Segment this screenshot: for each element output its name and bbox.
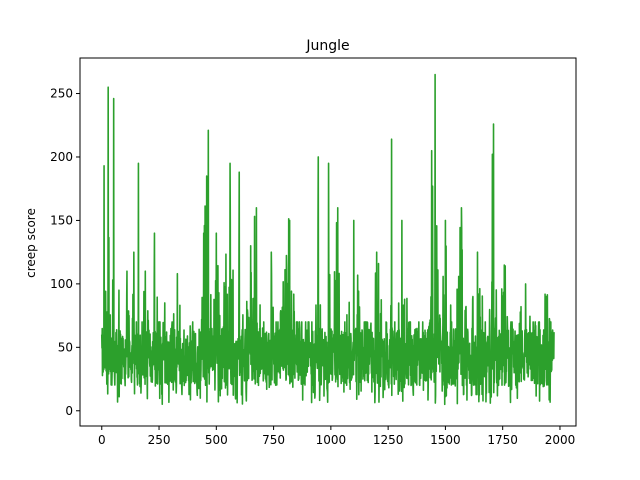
x-tick-label: 1250 [373, 433, 404, 447]
y-tick-label: 250 [50, 87, 73, 101]
y-tick-label: 100 [50, 277, 73, 291]
chart-title: Jungle [305, 38, 349, 54]
y-tick-label: 150 [50, 213, 73, 227]
series-line [100, 73, 555, 406]
x-axis-ticks: 0 250 500 750 1000 1250 1500 1750 2000 [98, 426, 575, 447]
x-tick-label: 250 [148, 433, 171, 447]
x-tick-label: 500 [205, 433, 228, 447]
x-tick-label: 2000 [545, 433, 576, 447]
x-tick-label: 0 [98, 433, 106, 447]
y-tick-label: 50 [58, 340, 73, 354]
x-tick-label: 1500 [430, 433, 461, 447]
plot-frame [79, 57, 577, 427]
y-axis-ticks: 0 50 100 150 200 250 [50, 87, 80, 418]
x-tick-label: 750 [262, 433, 285, 447]
y-tick-label: 200 [50, 150, 73, 164]
y-tick-label: 0 [65, 404, 73, 418]
plot-area [100, 73, 555, 406]
x-tick-label: 1750 [487, 433, 518, 447]
x-tick-label: 1000 [316, 433, 347, 447]
y-axis-label: creep score [24, 208, 38, 278]
